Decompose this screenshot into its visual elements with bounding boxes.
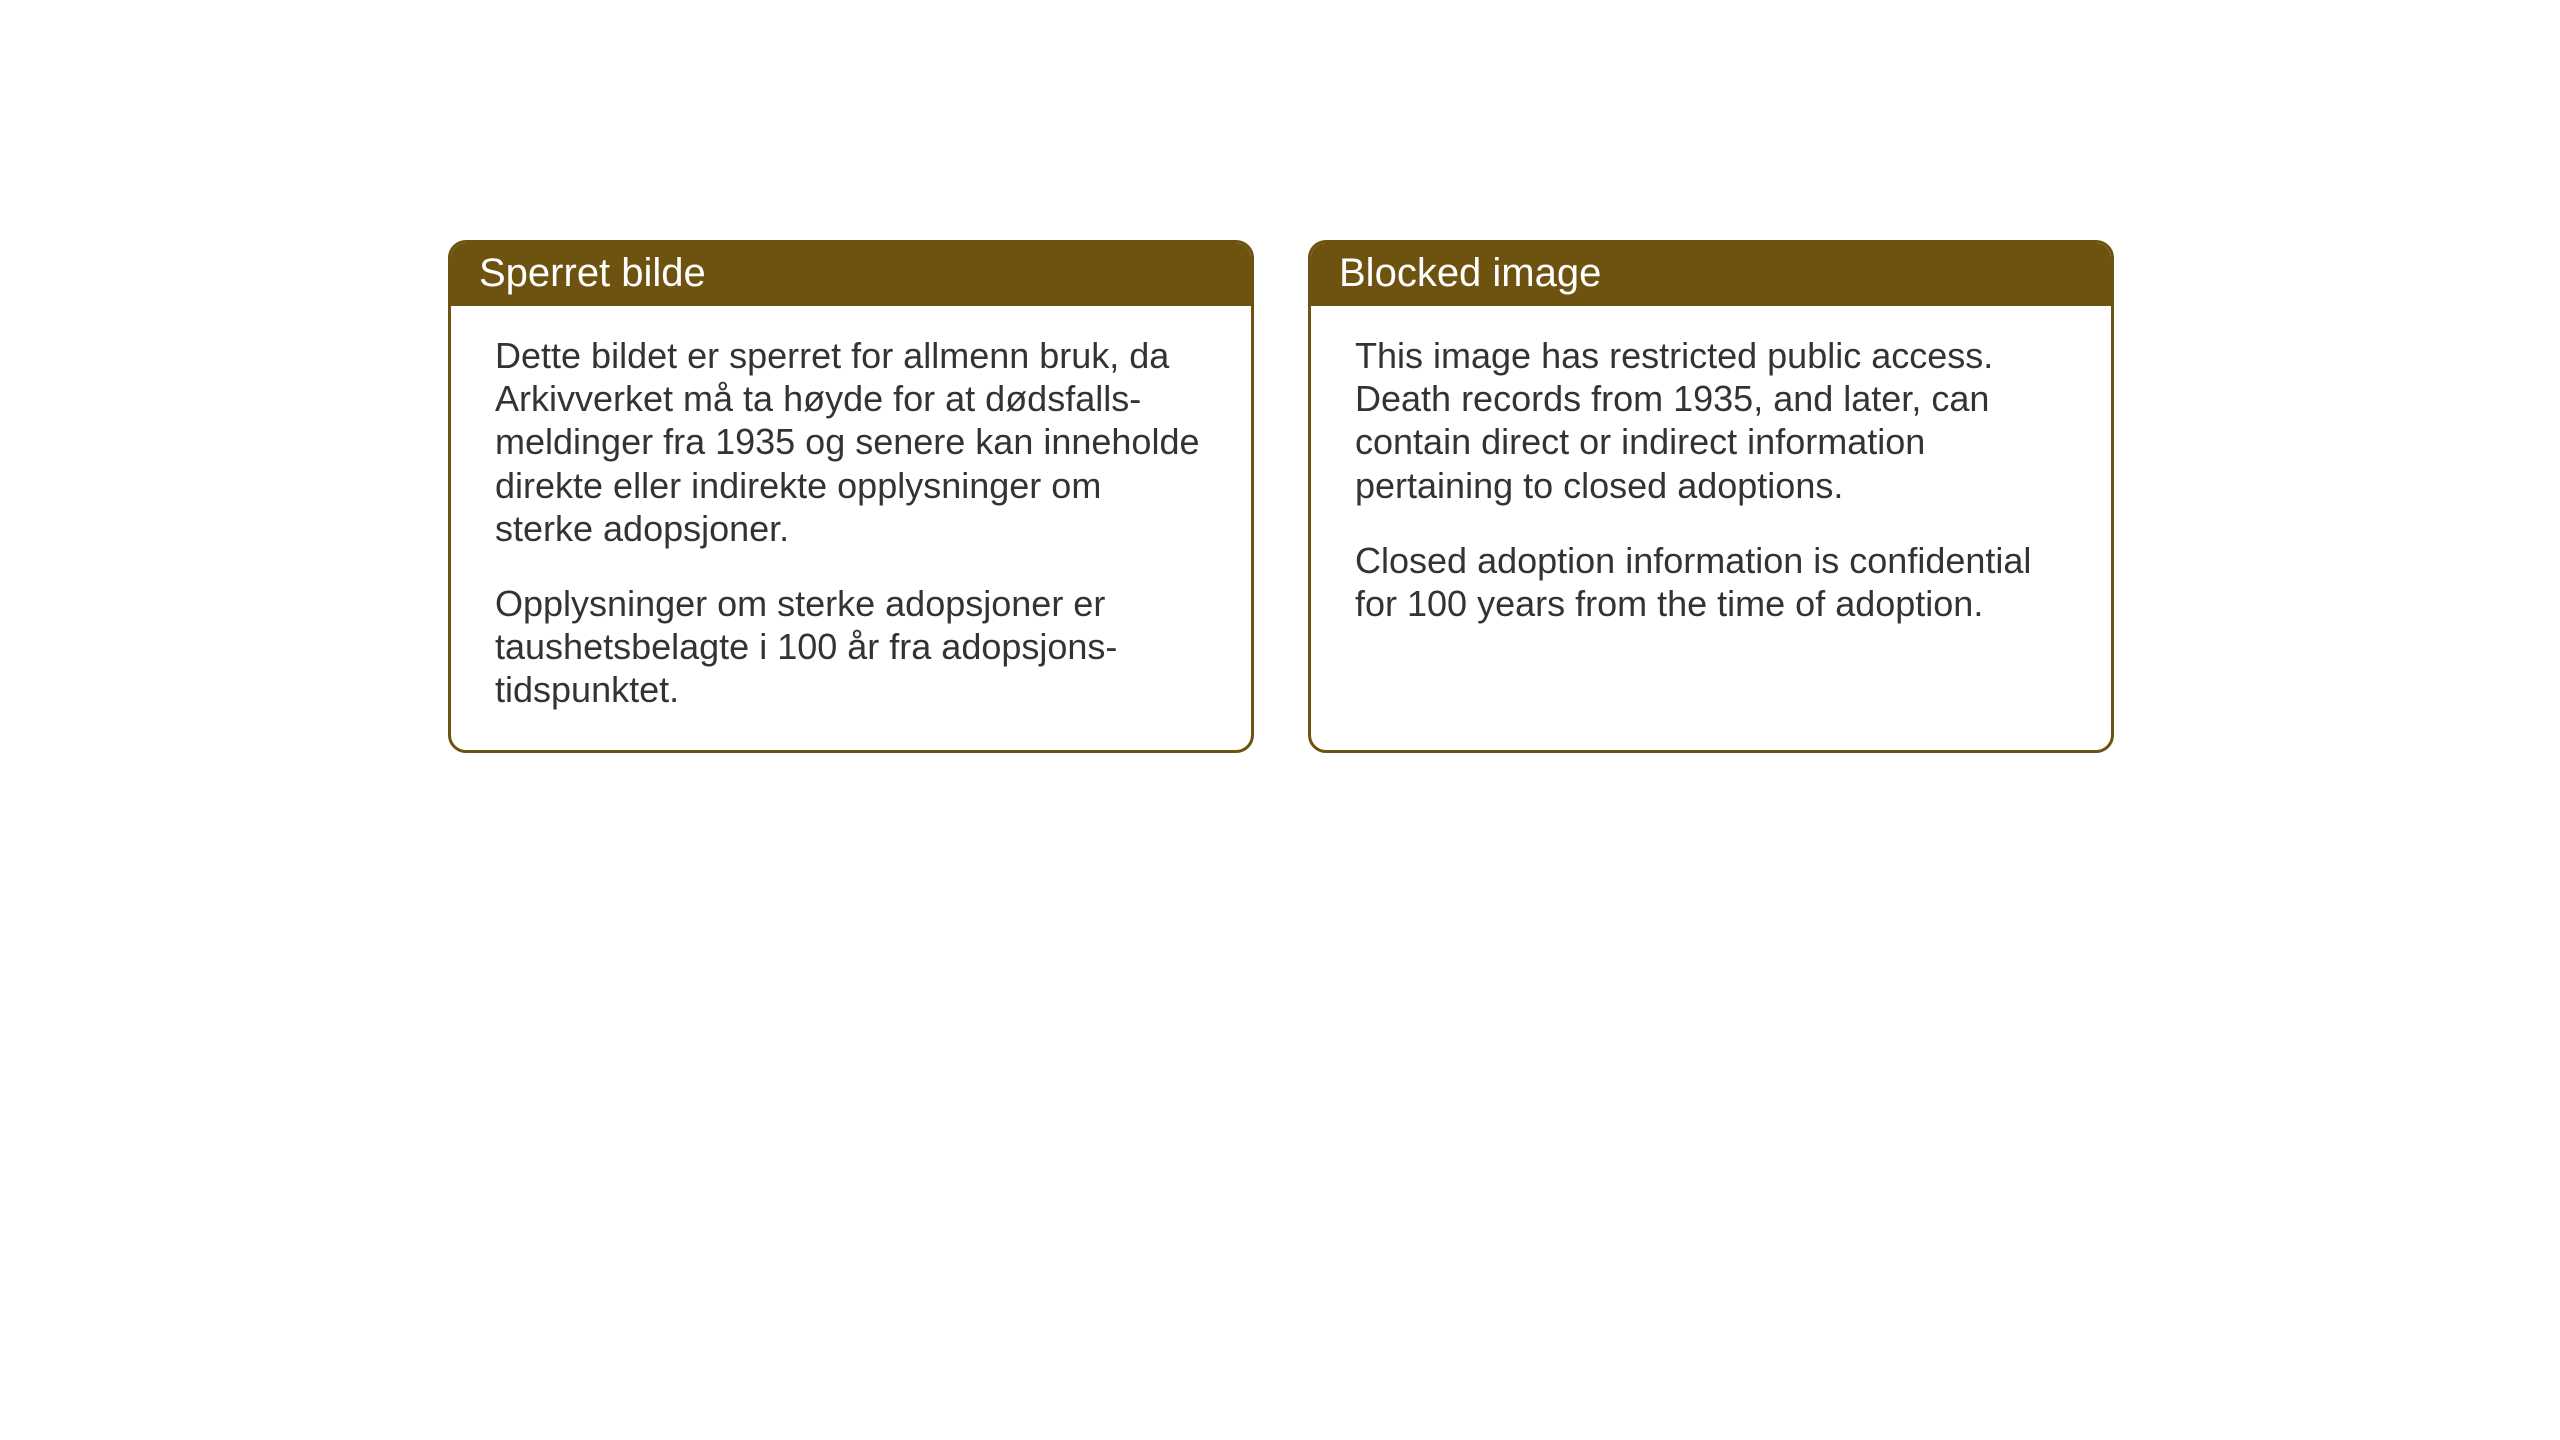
notice-container: Sperret bilde Dette bildet er sperret fo…	[448, 240, 2114, 753]
norwegian-paragraph-2: Opplysninger om sterke adopsjoner er tau…	[495, 582, 1207, 712]
english-notice-box: Blocked image This image has restricted …	[1308, 240, 2114, 753]
norwegian-notice-box: Sperret bilde Dette bildet er sperret fo…	[448, 240, 1254, 753]
english-notice-body: This image has restricted public access.…	[1311, 306, 2111, 663]
norwegian-paragraph-1: Dette bildet er sperret for allmenn bruk…	[495, 334, 1207, 550]
english-paragraph-1: This image has restricted public access.…	[1355, 334, 2067, 507]
english-notice-title: Blocked image	[1311, 243, 2111, 306]
norwegian-notice-body: Dette bildet er sperret for allmenn bruk…	[451, 306, 1251, 750]
norwegian-notice-title: Sperret bilde	[451, 243, 1251, 306]
english-paragraph-2: Closed adoption information is confident…	[1355, 539, 2067, 625]
